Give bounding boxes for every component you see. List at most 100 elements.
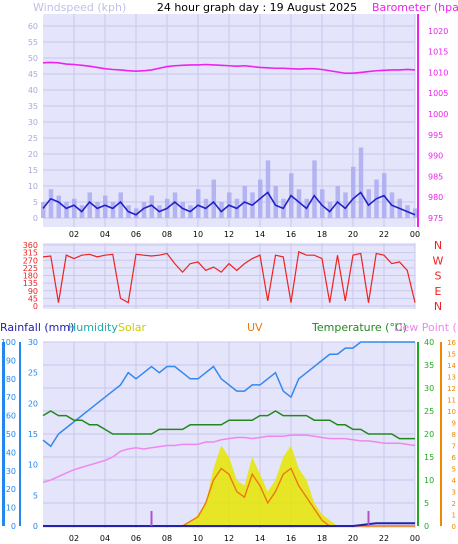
wind-tick-label: 45 [28,70,38,79]
direction-tick-label: 45 [28,294,38,303]
temperature-tick-label: 0 [424,522,429,531]
direction-tick-label: 270 [23,256,38,265]
wind-gust-bar [351,166,356,218]
wind-gust-bar [343,192,348,218]
wind-tick-label: 30 [28,118,38,127]
rainfall-tick-label: 50 [6,430,16,439]
wind-tick-label: 60 [28,22,38,31]
temperature-tick-label: 10 [424,476,434,485]
wind-hour-label: 00 [410,230,420,239]
direction-tick-label: 90 [28,287,38,296]
rainfall-tick-label: 20 [6,485,16,494]
uv-label: UV [247,321,263,334]
wind-gust-bar [134,208,139,218]
wind-direction-line [42,250,416,304]
barometer-tick-label: 1005 [428,89,448,98]
dewpoint-tick-label: 6 [452,454,457,462]
dewpoint-tick-label: 9 [452,420,456,428]
multi-hour-label: 22 [379,534,389,543]
dewpoint-tick-label: 13 [447,374,456,382]
humidity-tick-label: 30 [28,338,38,347]
dewpoint-tick-label: 7 [452,443,456,451]
wind-gust-bar [320,189,325,218]
direction-tick-label: 135 [23,279,38,288]
compass-tick-label: E [435,285,442,298]
multi-hour-label: 02 [69,534,79,543]
wind-tick-label: 10 [28,182,38,191]
wind-hour-label: 12 [224,230,234,239]
rainfall-line [43,522,415,527]
wind-hour-label: 08 [162,230,172,239]
multi-hour-label: 16 [286,534,296,543]
temperature-tick-label: 35 [424,361,434,370]
dewpoint-tick-label: 10 [447,408,456,416]
humidity-tick-label: 20 [28,399,38,408]
temperature-tick-label: 40 [424,338,434,347]
barometer-tick-label: 1010 [428,68,448,77]
multi-hour-label: 14 [255,534,265,543]
wind-tick-label: 20 [28,150,38,159]
wind-gust-bar [327,202,333,218]
wind-tick-label: 5 [33,198,38,207]
rainfall-tick-label: 40 [6,448,16,457]
multi-hour-label: 10 [193,534,203,543]
temperature-line [42,410,415,440]
wind-gust-bar [196,189,201,218]
humidity-tick-label: 15 [28,430,38,439]
direction-tick-label: 315 [23,249,38,258]
rainfall-tick-label: 10 [6,504,16,513]
temperature-tick-label: 15 [424,453,434,462]
direction-tick-label: 225 [23,264,38,273]
multi-hour-label: 00 [410,534,420,543]
barometer-tick-label: 985 [428,172,443,181]
wind-gust-bar [103,195,108,218]
wind-gust-bar [172,192,178,218]
humidity-label: Humidity [68,321,118,334]
wind-gust-bar [72,198,77,218]
barometer-tick-label: 980 [428,193,443,202]
rainfall-tick-label: 100 [1,338,16,347]
wind-gust-bar [41,202,46,218]
multi-hour-label: 18 [317,534,327,543]
compass-tick-label: W [433,254,444,267]
barometer-axis-label: Barometer (hpa) [372,1,458,14]
rainfall-tick-label: 0 [11,522,16,531]
dewpoint-tick-label: 5 [452,466,456,474]
wind-gust-bar [110,202,116,218]
wind-tick-label: 0 [33,214,38,223]
rainfall-tick-label: 30 [6,467,16,476]
wind-gust-bar [64,202,69,218]
direction-tick-label: 0 [33,302,38,311]
dewpoint-tick-label: 11 [447,397,456,405]
compass-tick-label: S [435,270,442,283]
dewpoint-line [42,434,416,484]
wind-gust-bar [211,179,216,218]
rainfall-tick-label: 90 [6,356,16,365]
wind-hour-label: 04 [100,230,110,239]
dewpoint-tick-label: 2 [452,500,456,508]
multi-hour-label: 12 [224,534,234,543]
barometer-tick-label: 1020 [428,27,448,36]
wind-axis-label: Windspeed (kph) [33,1,126,14]
dewpoint-tick-label: 12 [447,385,456,393]
wind-gust-bar [180,202,185,218]
humidity-tick-label: 0 [33,522,38,531]
temperature-tick-label: 20 [424,430,434,439]
wind-gust-bar [141,202,147,218]
dewpoint-tick-label: 14 [447,362,456,370]
humidity-tick-label: 10 [28,461,38,470]
wind-gust-bar [87,192,92,218]
dewpoint-tick-label: 0 [452,523,456,531]
wind-tick-label: 50 [28,54,38,63]
rainfall-tick-label: 70 [6,393,16,402]
barometer-tick-label: 975 [428,214,443,223]
wind-tick-label: 15 [28,166,38,175]
dewpoint-tick-label: 16 [447,339,456,347]
dewpoint-tick-label: 3 [452,489,456,497]
wind-gust-bar [265,160,271,218]
rainfall-tick-label: 80 [6,375,16,384]
wind-gust-bar [118,192,123,218]
multi-hour-label: 04 [100,534,110,543]
